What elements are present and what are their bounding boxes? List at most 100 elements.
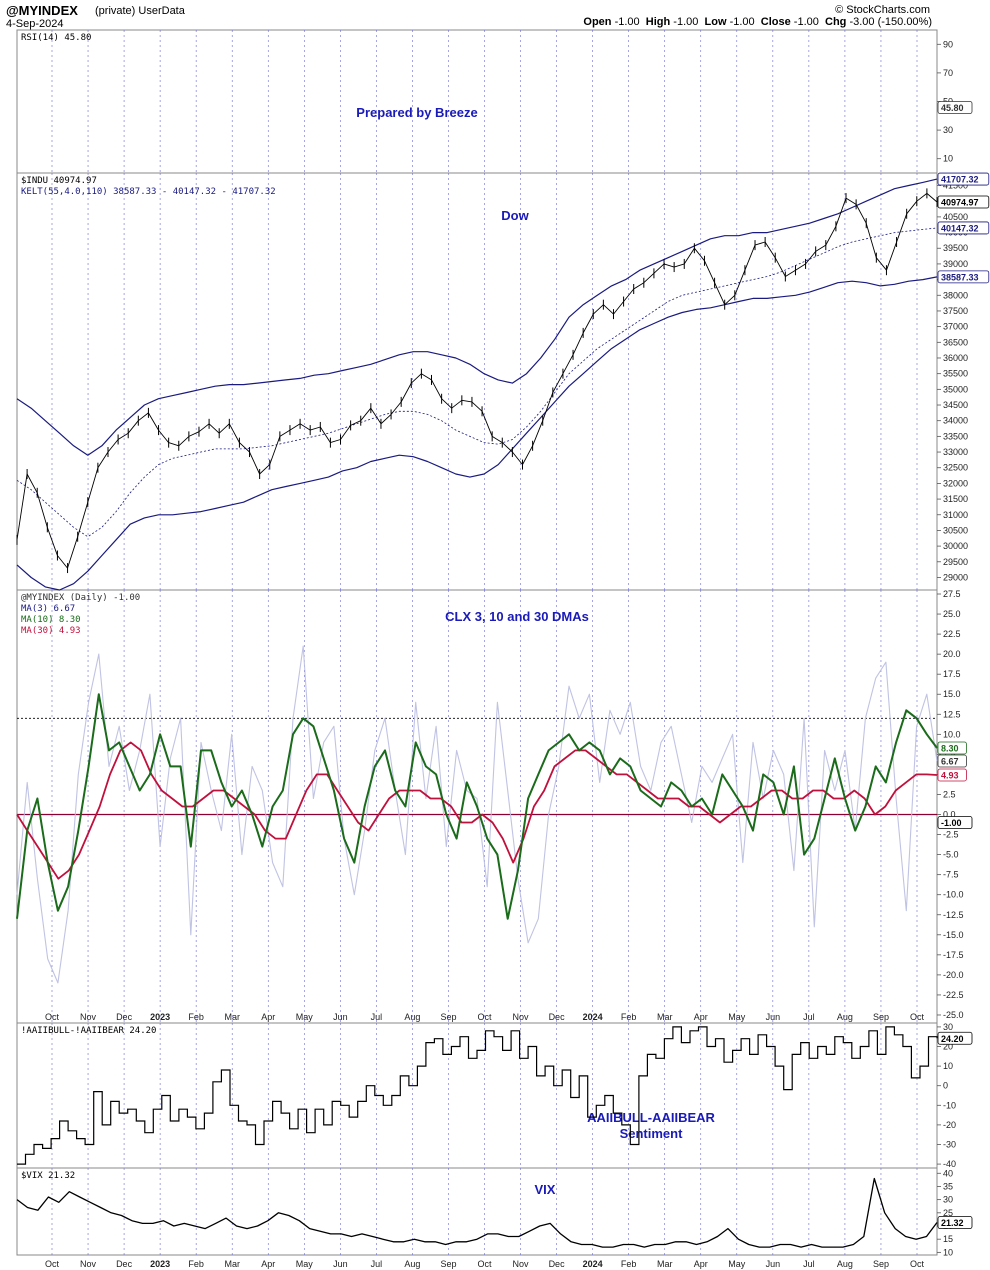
value-label: 45.80 [941, 103, 964, 113]
value-box [937, 741, 967, 755]
series-line-kelt-middle [16, 227, 938, 538]
value-box [937, 754, 967, 768]
x-tick-label: 2023 [150, 1259, 170, 1269]
value-box [937, 1031, 973, 1045]
ohlc-close-label: Close [760, 16, 791, 28]
x-tick-label: Dec [549, 1012, 566, 1022]
header-copyright: © StockCharts.com [835, 4, 930, 16]
y-tick-label: 36500 [943, 337, 968, 347]
value-box [937, 101, 973, 114]
ohlc-high-label: High [645, 16, 671, 28]
y-tick-label: 0.0 [943, 810, 956, 820]
x-tick-label: Mar [657, 1012, 673, 1022]
y-tick-label: 31500 [943, 494, 968, 504]
value-box [937, 768, 967, 782]
y-tick-label: 32000 [943, 478, 968, 488]
y-tick-label: 2.5 [943, 789, 956, 799]
x-tick-label: Mar [224, 1012, 240, 1022]
series-line--vix [16, 1177, 938, 1248]
series-line--indu [16, 192, 938, 569]
value-box [937, 195, 990, 209]
y-tick-label: -40 [943, 1159, 956, 1169]
x-tick-label: Oct [477, 1012, 492, 1022]
value-label: 24.20 [941, 1034, 964, 1044]
x-tick-label: May [296, 1259, 314, 1269]
value-label: 40147.32 [941, 223, 979, 233]
y-tick-label: 30500 [943, 525, 968, 535]
annotation-clx: CLX 3, 10 and 30 DMAs [445, 609, 589, 624]
x-tick-label: Nov [513, 1012, 530, 1022]
x-tick-label: Aug [837, 1259, 853, 1269]
x-tick-label: 2024 [583, 1012, 603, 1022]
panel-frame-dow [16, 172, 938, 591]
x-tick-label: 2023 [150, 1012, 170, 1022]
y-tick-label: 10 [943, 1061, 953, 1071]
header-date: 4-Sep-2024 [6, 18, 64, 30]
y-tick-label: -20 [943, 1120, 956, 1130]
x-tick-label: Jun [766, 1012, 781, 1022]
x-tick-label: Dec [549, 1259, 566, 1269]
value-box [937, 172, 990, 186]
panel-frame-aaii [16, 1022, 938, 1169]
value-label: -1.00 [941, 818, 962, 828]
x-tick-label: Oct [477, 1259, 492, 1269]
x-tick-label: Jul [803, 1012, 815, 1022]
x-tick-label: Dec [116, 1259, 133, 1269]
y-tick-label: 90 [943, 39, 953, 49]
series-line-kelt-lower [16, 276, 938, 591]
y-tick-label: 30 [943, 1195, 953, 1205]
x-tick-label: Aug [404, 1259, 420, 1269]
x-tick-label: Jul [803, 1259, 815, 1269]
y-tick-label: -25.0 [943, 1010, 964, 1020]
y-tick-label: 40 [943, 1168, 953, 1178]
series-line-ma-30-4-93 [16, 741, 938, 880]
x-tick-label: Jul [371, 1012, 383, 1022]
ohlc-high-value: -1.00 [673, 16, 699, 28]
y-tick-label: 35500 [943, 369, 968, 379]
x-tick-label: 2024 [583, 1259, 603, 1269]
value-box [937, 221, 990, 235]
x-tick-label: Nov [513, 1259, 530, 1269]
y-tick-label: 35000 [943, 384, 968, 394]
ohlc-open-label: Open [583, 16, 612, 28]
ohlc-low-value: -1.00 [729, 16, 755, 28]
y-tick-label: 41500 [943, 181, 968, 191]
panel-title-clx: MA(3) 6.67 [21, 604, 75, 614]
y-tick-label: 34500 [943, 400, 968, 410]
x-tick-label: Apr [261, 1259, 275, 1269]
y-tick-label: 22.5 [943, 629, 961, 639]
panel-title-clx: @MYINDEX (Daily) -1.00 [21, 593, 140, 603]
x-tick-label: Feb [188, 1012, 204, 1022]
y-tick-label: -12.5 [943, 910, 964, 920]
y-tick-label: 35 [943, 1181, 953, 1191]
y-tick-label: 37000 [943, 322, 968, 332]
y-tick-label: 40500 [943, 212, 968, 222]
y-tick-label: 25.0 [943, 609, 961, 619]
header-symbol: @MYINDEX [6, 3, 78, 18]
y-tick-label: 70 [943, 68, 953, 78]
y-tick-label: 10 [943, 1247, 953, 1257]
ohlc-chg-value: -3.00 (-150.00%) [849, 16, 932, 28]
annotation-aaii-line2: Sentiment [620, 1126, 684, 1141]
x-tick-label: Oct [45, 1259, 60, 1269]
value-label: 38587.33 [941, 272, 979, 282]
y-tick-label: -7.5 [943, 870, 959, 880]
series-line-ma-3-6-67 [16, 645, 938, 984]
x-tick-label: Feb [188, 1259, 204, 1269]
y-tick-label: 30000 [943, 541, 968, 551]
y-tick-label: 38000 [943, 290, 968, 300]
y-tick-label: 17.5 [943, 669, 961, 679]
panel-title-clx: MA(30) 4.93 [21, 626, 81, 636]
panel-title-vix: $VIX 21.32 [21, 1171, 75, 1181]
panel-title-dow: $INDU 40974.97 [21, 176, 97, 186]
y-tick-label: 10.0 [943, 729, 961, 739]
panel-title-aaii: !AAIIBULL-!AAIIBEAR 24.20 [21, 1026, 156, 1036]
y-tick-label: 15.0 [943, 689, 961, 699]
y-tick-label: 20 [943, 1042, 953, 1052]
y-tick-label: 20.0 [943, 649, 961, 659]
y-tick-label: 30 [943, 1022, 953, 1032]
annotation-aaii-line1: AAIIBULL-AAIIBEAR [587, 1110, 715, 1125]
value-box [937, 270, 990, 284]
x-tick-label: Feb [621, 1012, 637, 1022]
x-tick-label: Feb [621, 1259, 637, 1269]
